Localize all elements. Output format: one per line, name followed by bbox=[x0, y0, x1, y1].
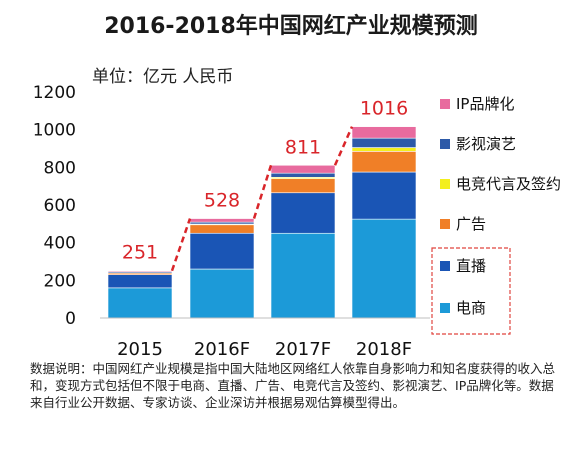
bar-segment-IP品牌化 bbox=[189, 218, 255, 223]
y-tick-label: 1200 bbox=[33, 83, 76, 103]
bar-stacks bbox=[107, 126, 417, 319]
bar-segment-IP品牌化 bbox=[107, 270, 173, 272]
x-tick-label: 2017F bbox=[275, 339, 331, 360]
y-tick-label: 400 bbox=[44, 234, 76, 254]
bar-segment-电商 bbox=[107, 287, 173, 319]
bar-segment-广告 bbox=[189, 224, 255, 234]
total-label: 251 bbox=[122, 242, 158, 264]
legend-highlight-box bbox=[431, 247, 511, 335]
legend-label: 电竞代言及签约 bbox=[456, 175, 561, 193]
legend-label: 广告 bbox=[456, 215, 486, 233]
trend-lines bbox=[170, 126, 354, 272]
trend-line-segment bbox=[333, 126, 354, 166]
data-note: 数据说明：中国网红产业规模是指中国大陆地区网络红人依靠自身影响力和知名度获得的收… bbox=[30, 361, 556, 410]
bar-segment-影视演艺 bbox=[351, 137, 417, 148]
total-labels: 251 528 811 1016 bbox=[122, 98, 408, 264]
bar-segment-广告 bbox=[270, 178, 336, 194]
total-label: 811 bbox=[285, 136, 321, 158]
bar-segment-广告 bbox=[351, 151, 417, 173]
x-tick-label: 2015 bbox=[117, 339, 163, 360]
legend-swatch bbox=[440, 139, 450, 149]
legend-label: 直播 bbox=[456, 257, 486, 275]
bar-segment-电商 bbox=[189, 268, 255, 319]
legend-swatch bbox=[440, 219, 450, 229]
y-tick-label: 0 bbox=[65, 309, 76, 329]
y-tick-label: 600 bbox=[44, 196, 76, 216]
bar-segment-电商 bbox=[270, 232, 336, 319]
legend-label: 影视演艺 bbox=[456, 135, 516, 153]
legend-swatch bbox=[440, 179, 450, 189]
bar-segment-直播 bbox=[270, 192, 336, 234]
legend-label: 电商 bbox=[456, 299, 486, 317]
chart-title: 2016-2018年中国网红产业规模预测 bbox=[104, 14, 478, 39]
bar-segment-影视演艺 bbox=[270, 172, 336, 178]
stacked-bar-chart: 0 200 400 600 800 1000 1200 251 528 811 1016 2015… bbox=[33, 83, 561, 360]
total-label: 528 bbox=[204, 190, 240, 212]
y-axis: 0 200 400 600 800 1000 1200 bbox=[33, 83, 76, 329]
bar-segment-直播 bbox=[351, 171, 417, 220]
bar-segment-IP品牌化 bbox=[351, 126, 417, 139]
y-tick-label: 800 bbox=[44, 158, 76, 178]
total-label: 1016 bbox=[360, 98, 408, 120]
trend-line-segment bbox=[252, 164, 273, 219]
x-tick-label: 2018F bbox=[356, 339, 412, 360]
y-tick-label: 1000 bbox=[33, 121, 76, 141]
bar-segment-电商 bbox=[351, 218, 417, 319]
bar-segment-直播 bbox=[189, 232, 255, 270]
trend-line-segment bbox=[170, 218, 192, 272]
legend-label: IP品牌化 bbox=[456, 95, 514, 113]
x-tick-label: 2016F bbox=[194, 339, 250, 360]
legend-swatch bbox=[440, 261, 450, 271]
legend-swatch bbox=[440, 99, 450, 109]
y-tick-label: 200 bbox=[44, 271, 76, 291]
legend-swatch bbox=[440, 303, 450, 313]
unit-label: 单位：亿元 人民币 bbox=[92, 67, 234, 87]
x-axis: 2015 2016F 2017F 2018F bbox=[100, 317, 430, 360]
bar-segment-IP品牌化 bbox=[270, 164, 336, 174]
bar-segment-电竞代言及签约 bbox=[351, 147, 417, 152]
bar-segment-直播 bbox=[107, 274, 173, 289]
